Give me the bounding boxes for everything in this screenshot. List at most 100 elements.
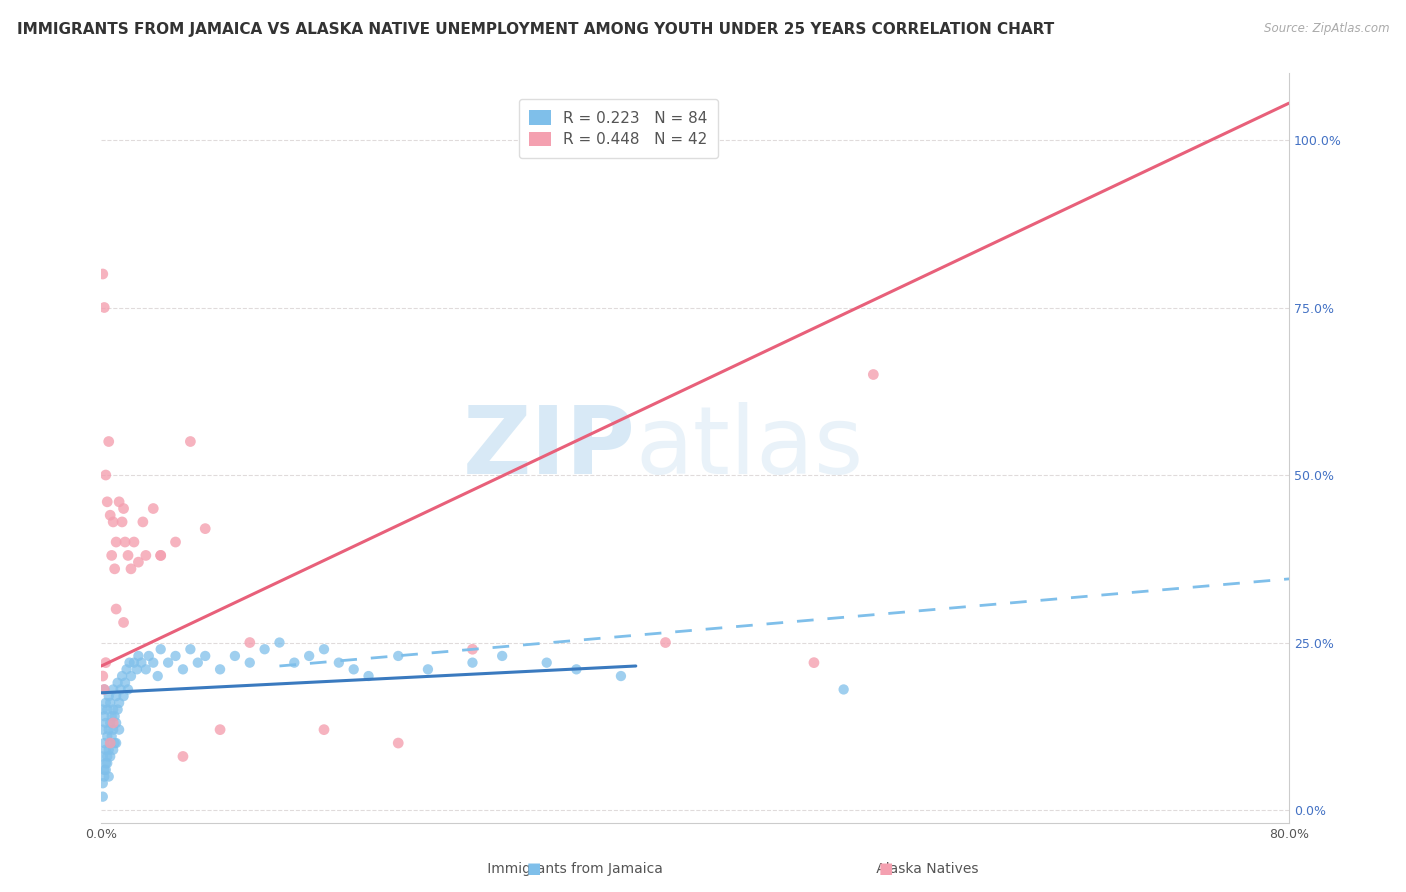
Point xyxy=(269,635,291,649)
Point xyxy=(100,549,122,563)
Point xyxy=(91,723,114,737)
Point xyxy=(108,696,131,710)
Point xyxy=(461,656,484,670)
Point xyxy=(97,434,120,449)
Point xyxy=(107,702,129,716)
Point xyxy=(298,648,321,663)
Point xyxy=(165,535,187,549)
Point xyxy=(114,535,136,549)
Point xyxy=(135,549,157,563)
Point xyxy=(96,730,118,744)
Point xyxy=(91,749,114,764)
Point xyxy=(149,642,172,657)
Point xyxy=(179,642,201,657)
Point xyxy=(343,662,366,676)
Point xyxy=(146,669,169,683)
Point xyxy=(114,675,136,690)
Point xyxy=(96,702,118,716)
Point xyxy=(97,743,120,757)
Point xyxy=(135,662,157,676)
Point xyxy=(610,669,633,683)
Point xyxy=(104,736,127,750)
Point xyxy=(142,656,165,670)
Point xyxy=(122,656,145,670)
Text: Alaska Natives: Alaska Natives xyxy=(849,862,979,876)
Point xyxy=(122,535,145,549)
Point xyxy=(416,662,439,676)
Point xyxy=(104,709,127,723)
Point xyxy=(101,715,124,730)
Point xyxy=(96,495,118,509)
Point xyxy=(224,648,246,663)
Point xyxy=(387,736,409,750)
Text: Immigrants from Jamaica: Immigrants from Jamaica xyxy=(461,862,664,876)
Point xyxy=(115,662,138,676)
Text: atlas: atlas xyxy=(636,402,865,494)
Point xyxy=(94,756,117,771)
Point xyxy=(803,656,825,670)
Point xyxy=(253,642,276,657)
Point xyxy=(93,682,115,697)
Point xyxy=(312,723,335,737)
Point xyxy=(98,736,121,750)
Point xyxy=(491,648,513,663)
Point xyxy=(98,508,121,523)
Point xyxy=(91,669,114,683)
Point xyxy=(536,656,558,670)
Point xyxy=(165,648,187,663)
Point xyxy=(108,495,131,509)
Point xyxy=(117,682,139,697)
Point xyxy=(98,696,121,710)
Point xyxy=(138,648,160,663)
Point xyxy=(98,736,121,750)
Point xyxy=(91,776,114,790)
Point xyxy=(194,522,217,536)
Point xyxy=(387,648,409,663)
Point xyxy=(93,736,115,750)
Point xyxy=(101,702,124,716)
Point xyxy=(142,501,165,516)
Point xyxy=(98,749,121,764)
Point xyxy=(120,669,142,683)
Point xyxy=(157,656,180,670)
Point xyxy=(94,715,117,730)
Text: IMMIGRANTS FROM JAMAICA VS ALASKA NATIVE UNEMPLOYMENT AMONG YOUTH UNDER 25 YEARS: IMMIGRANTS FROM JAMAICA VS ALASKA NATIVE… xyxy=(17,22,1054,37)
Point xyxy=(94,468,117,483)
Point xyxy=(93,682,115,697)
Point xyxy=(110,682,132,697)
Point xyxy=(112,689,135,703)
Point xyxy=(108,723,131,737)
Point xyxy=(97,770,120,784)
Point xyxy=(111,669,134,683)
Point xyxy=(118,656,141,670)
Point xyxy=(127,648,149,663)
Point xyxy=(93,301,115,315)
Point xyxy=(93,770,115,784)
Point xyxy=(172,749,194,764)
Point xyxy=(112,501,135,516)
Point xyxy=(112,615,135,630)
Point xyxy=(104,562,127,576)
Point xyxy=(105,736,128,750)
Point xyxy=(654,635,676,649)
Text: ■: ■ xyxy=(879,861,893,876)
Text: ZIP: ZIP xyxy=(463,402,636,494)
Point xyxy=(149,549,172,563)
Point xyxy=(96,756,118,771)
Point xyxy=(125,662,148,676)
Point xyxy=(101,515,124,529)
Point xyxy=(101,743,124,757)
Point xyxy=(101,682,124,697)
Point xyxy=(862,368,884,382)
Point xyxy=(91,789,114,804)
Point xyxy=(105,602,128,616)
Point xyxy=(97,689,120,703)
Point xyxy=(96,749,118,764)
Point xyxy=(357,669,380,683)
Point xyxy=(105,689,128,703)
Point xyxy=(187,656,209,670)
Point xyxy=(94,656,117,670)
Point xyxy=(179,434,201,449)
Point xyxy=(194,648,217,663)
Point xyxy=(328,656,350,670)
